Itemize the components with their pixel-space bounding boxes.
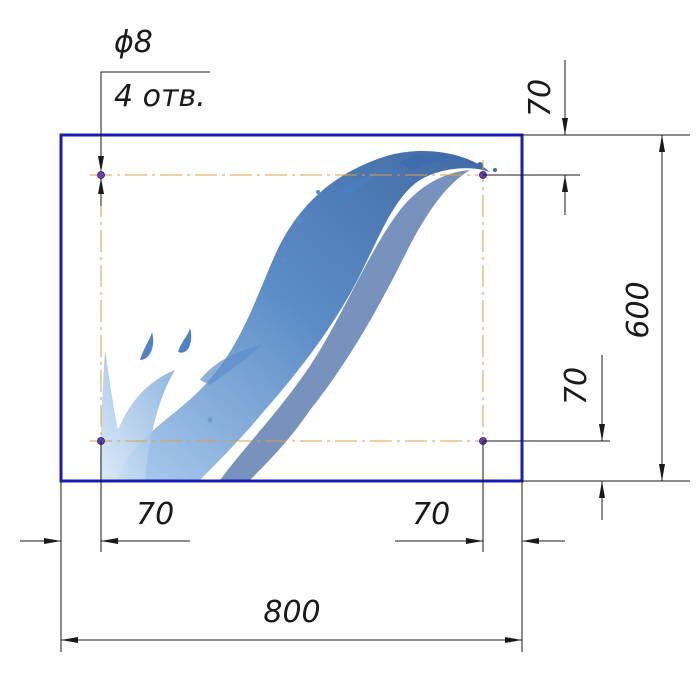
- dimension-top-offset: 70: [523, 79, 558, 117]
- dimension-height: 600: [621, 281, 656, 338]
- hole-top-left: [97, 171, 105, 179]
- panel-outline: [59, 133, 524, 483]
- center-lines: [90, 160, 495, 480]
- hole-callout: ϕ8 4 отв.: [98, 25, 210, 206]
- hole-count-label: 4 отв.: [114, 79, 206, 114]
- dimension-right-offset: 70: [412, 497, 450, 532]
- hole-diameter-label: ϕ8: [114, 25, 153, 60]
- water-splash-image: [100, 151, 497, 480]
- dimension-width: 800: [263, 595, 320, 630]
- dimension-bottom-offset: 70: [559, 367, 594, 405]
- dimension-left-offset: 70: [136, 497, 174, 532]
- bottom-dimensions: 70 70 800: [20, 441, 565, 652]
- right-dimensions: 70 600 70: [483, 60, 690, 520]
